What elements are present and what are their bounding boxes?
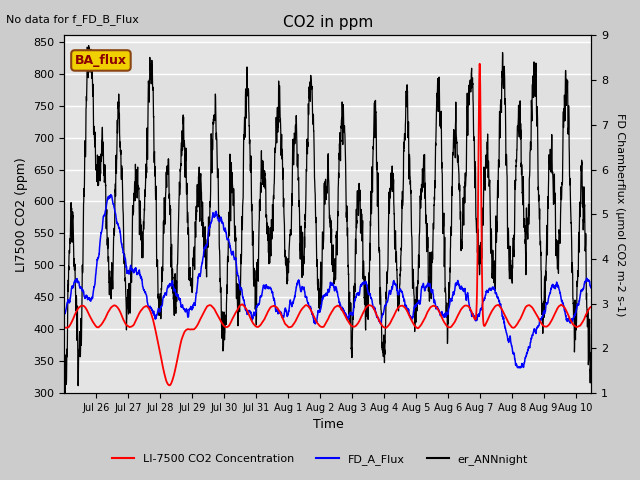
Bar — [65, 233, 591, 265]
Bar — [65, 42, 591, 73]
Bar — [65, 73, 591, 106]
Bar — [65, 361, 591, 393]
Bar — [65, 202, 591, 233]
Title: CO2 in ppm: CO2 in ppm — [283, 15, 373, 30]
Y-axis label: FD Chamberflux (μmol CO2 m-2 s-1): FD Chamberflux (μmol CO2 m-2 s-1) — [615, 112, 625, 316]
Text: No data for f_FD_B_Flux: No data for f_FD_B_Flux — [6, 14, 140, 25]
Bar — [65, 138, 591, 169]
Bar — [65, 329, 591, 361]
Bar — [65, 106, 591, 138]
Bar — [65, 169, 591, 202]
X-axis label: Time: Time — [312, 419, 343, 432]
Bar — [65, 265, 591, 297]
Bar — [65, 297, 591, 329]
Y-axis label: LI7500 CO2 (ppm): LI7500 CO2 (ppm) — [15, 157, 28, 272]
Legend: LI-7500 CO2 Concentration, FD_A_Flux, er_ANNnight: LI-7500 CO2 Concentration, FD_A_Flux, er… — [108, 450, 532, 469]
Text: BA_flux: BA_flux — [75, 54, 127, 67]
